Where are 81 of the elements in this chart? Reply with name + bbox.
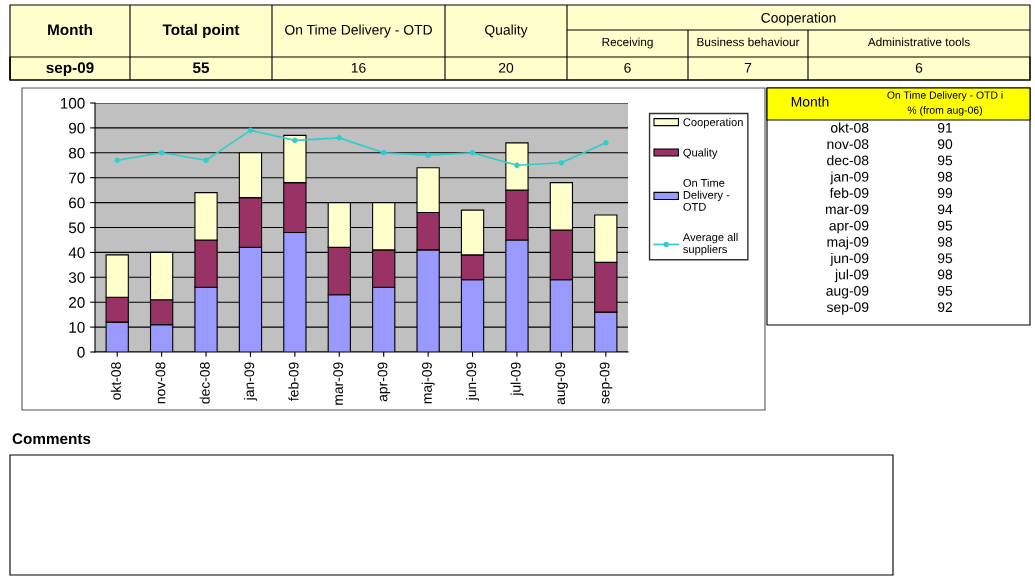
y-tick-label: 30 — [68, 272, 85, 283]
text: 7 — [744, 63, 752, 73]
text: Cooperation — [761, 12, 836, 26]
point — [336, 135, 343, 141]
text: Total point — [162, 23, 240, 39]
text: sep-09 — [826, 302, 869, 315]
point — [603, 140, 609, 146]
point — [292, 137, 298, 144]
point — [469, 150, 476, 156]
y-tick-label: 40 — [68, 247, 85, 259]
text: Comments — [12, 433, 91, 445]
text: Administrative tools — [867, 37, 970, 47]
text: sep-09 — [46, 62, 94, 77]
text: 95 — [937, 155, 953, 166]
text: 98 — [937, 171, 953, 182]
text: 6 — [915, 62, 923, 73]
y-tick-label: 60 — [69, 197, 85, 209]
x-tick-label: jan-09 — [243, 362, 257, 401]
text: jun-09 — [830, 252, 869, 266]
text: 92 — [937, 302, 953, 313]
text: Month — [48, 23, 92, 36]
text: 95 — [937, 253, 953, 264]
x-tick-label: jul-09 — [510, 362, 524, 397]
x-tick-label: dec-08 — [199, 362, 210, 404]
text: Business behaviour — [697, 37, 800, 47]
y-tick-label: 100 — [60, 97, 85, 109]
text: jul-09 — [834, 269, 869, 283]
text: 99 — [937, 188, 953, 198]
point — [425, 152, 431, 159]
text: mar-09 — [825, 204, 869, 215]
x-tick-label: apr-09 — [377, 362, 391, 402]
text: 95 — [937, 285, 953, 296]
x-tick-label: aug-09 — [555, 362, 568, 405]
point — [247, 127, 254, 134]
point — [114, 157, 120, 164]
text: 98 — [937, 269, 953, 280]
text: Quality — [485, 24, 528, 38]
text: 98 — [937, 236, 953, 247]
x-tick-label: okt-08 — [110, 362, 121, 400]
text: On Time Delivery - OTD i % (from aug-06) — [887, 91, 1003, 116]
text: feb-09 — [829, 187, 869, 198]
point — [380, 150, 387, 156]
text: jan-09 — [830, 171, 869, 185]
text: maj-09 — [827, 236, 869, 250]
text: apr-09 — [829, 220, 869, 234]
y-tick-label: 90 — [69, 122, 85, 134]
legend-label: Average all suppliers — [682, 232, 738, 256]
x-tick-label: sep-09 — [599, 362, 613, 404]
y-tick-label: 50 — [68, 222, 85, 234]
point — [558, 159, 565, 166]
x-tick-label: maj-09 — [421, 362, 435, 404]
point — [158, 150, 165, 156]
text: dec-08 — [827, 155, 869, 166]
text: 20 — [498, 62, 514, 73]
legend-label: Quality — [683, 148, 718, 159]
text: nov-08 — [827, 139, 869, 150]
x-tick-label: jun-09 — [466, 362, 480, 401]
x-tick-label: nov-08 — [155, 362, 166, 404]
point — [514, 162, 520, 169]
text: 95 — [937, 220, 953, 231]
y-tick-label: 10 — [69, 321, 85, 333]
text: 6 — [624, 62, 631, 73]
y-tick-label: 0 — [77, 346, 85, 358]
text: okt-08 — [830, 122, 869, 133]
text: 91 — [937, 122, 953, 133]
text: 90 — [937, 139, 953, 150]
text: On Time Delivery - OTD — [285, 24, 432, 38]
x-tick-label: feb-09 — [288, 362, 299, 401]
legend-label: On Time Delivery - OTD — [683, 178, 730, 211]
x-tick-label: mar-09 — [333, 362, 344, 405]
y-tick-label: 70 — [69, 172, 85, 184]
legend-label: Cooperation — [683, 117, 743, 129]
y-tick-label: 80 — [68, 147, 85, 159]
text: Month — [791, 96, 829, 107]
text: 55 — [192, 62, 210, 74]
text: 94 — [937, 204, 953, 215]
text: aug-09 — [826, 285, 869, 299]
text: Receiving — [602, 37, 653, 49]
y-tick-label: 20 — [69, 297, 85, 308]
point — [203, 157, 209, 164]
text: 16 — [351, 62, 366, 73]
